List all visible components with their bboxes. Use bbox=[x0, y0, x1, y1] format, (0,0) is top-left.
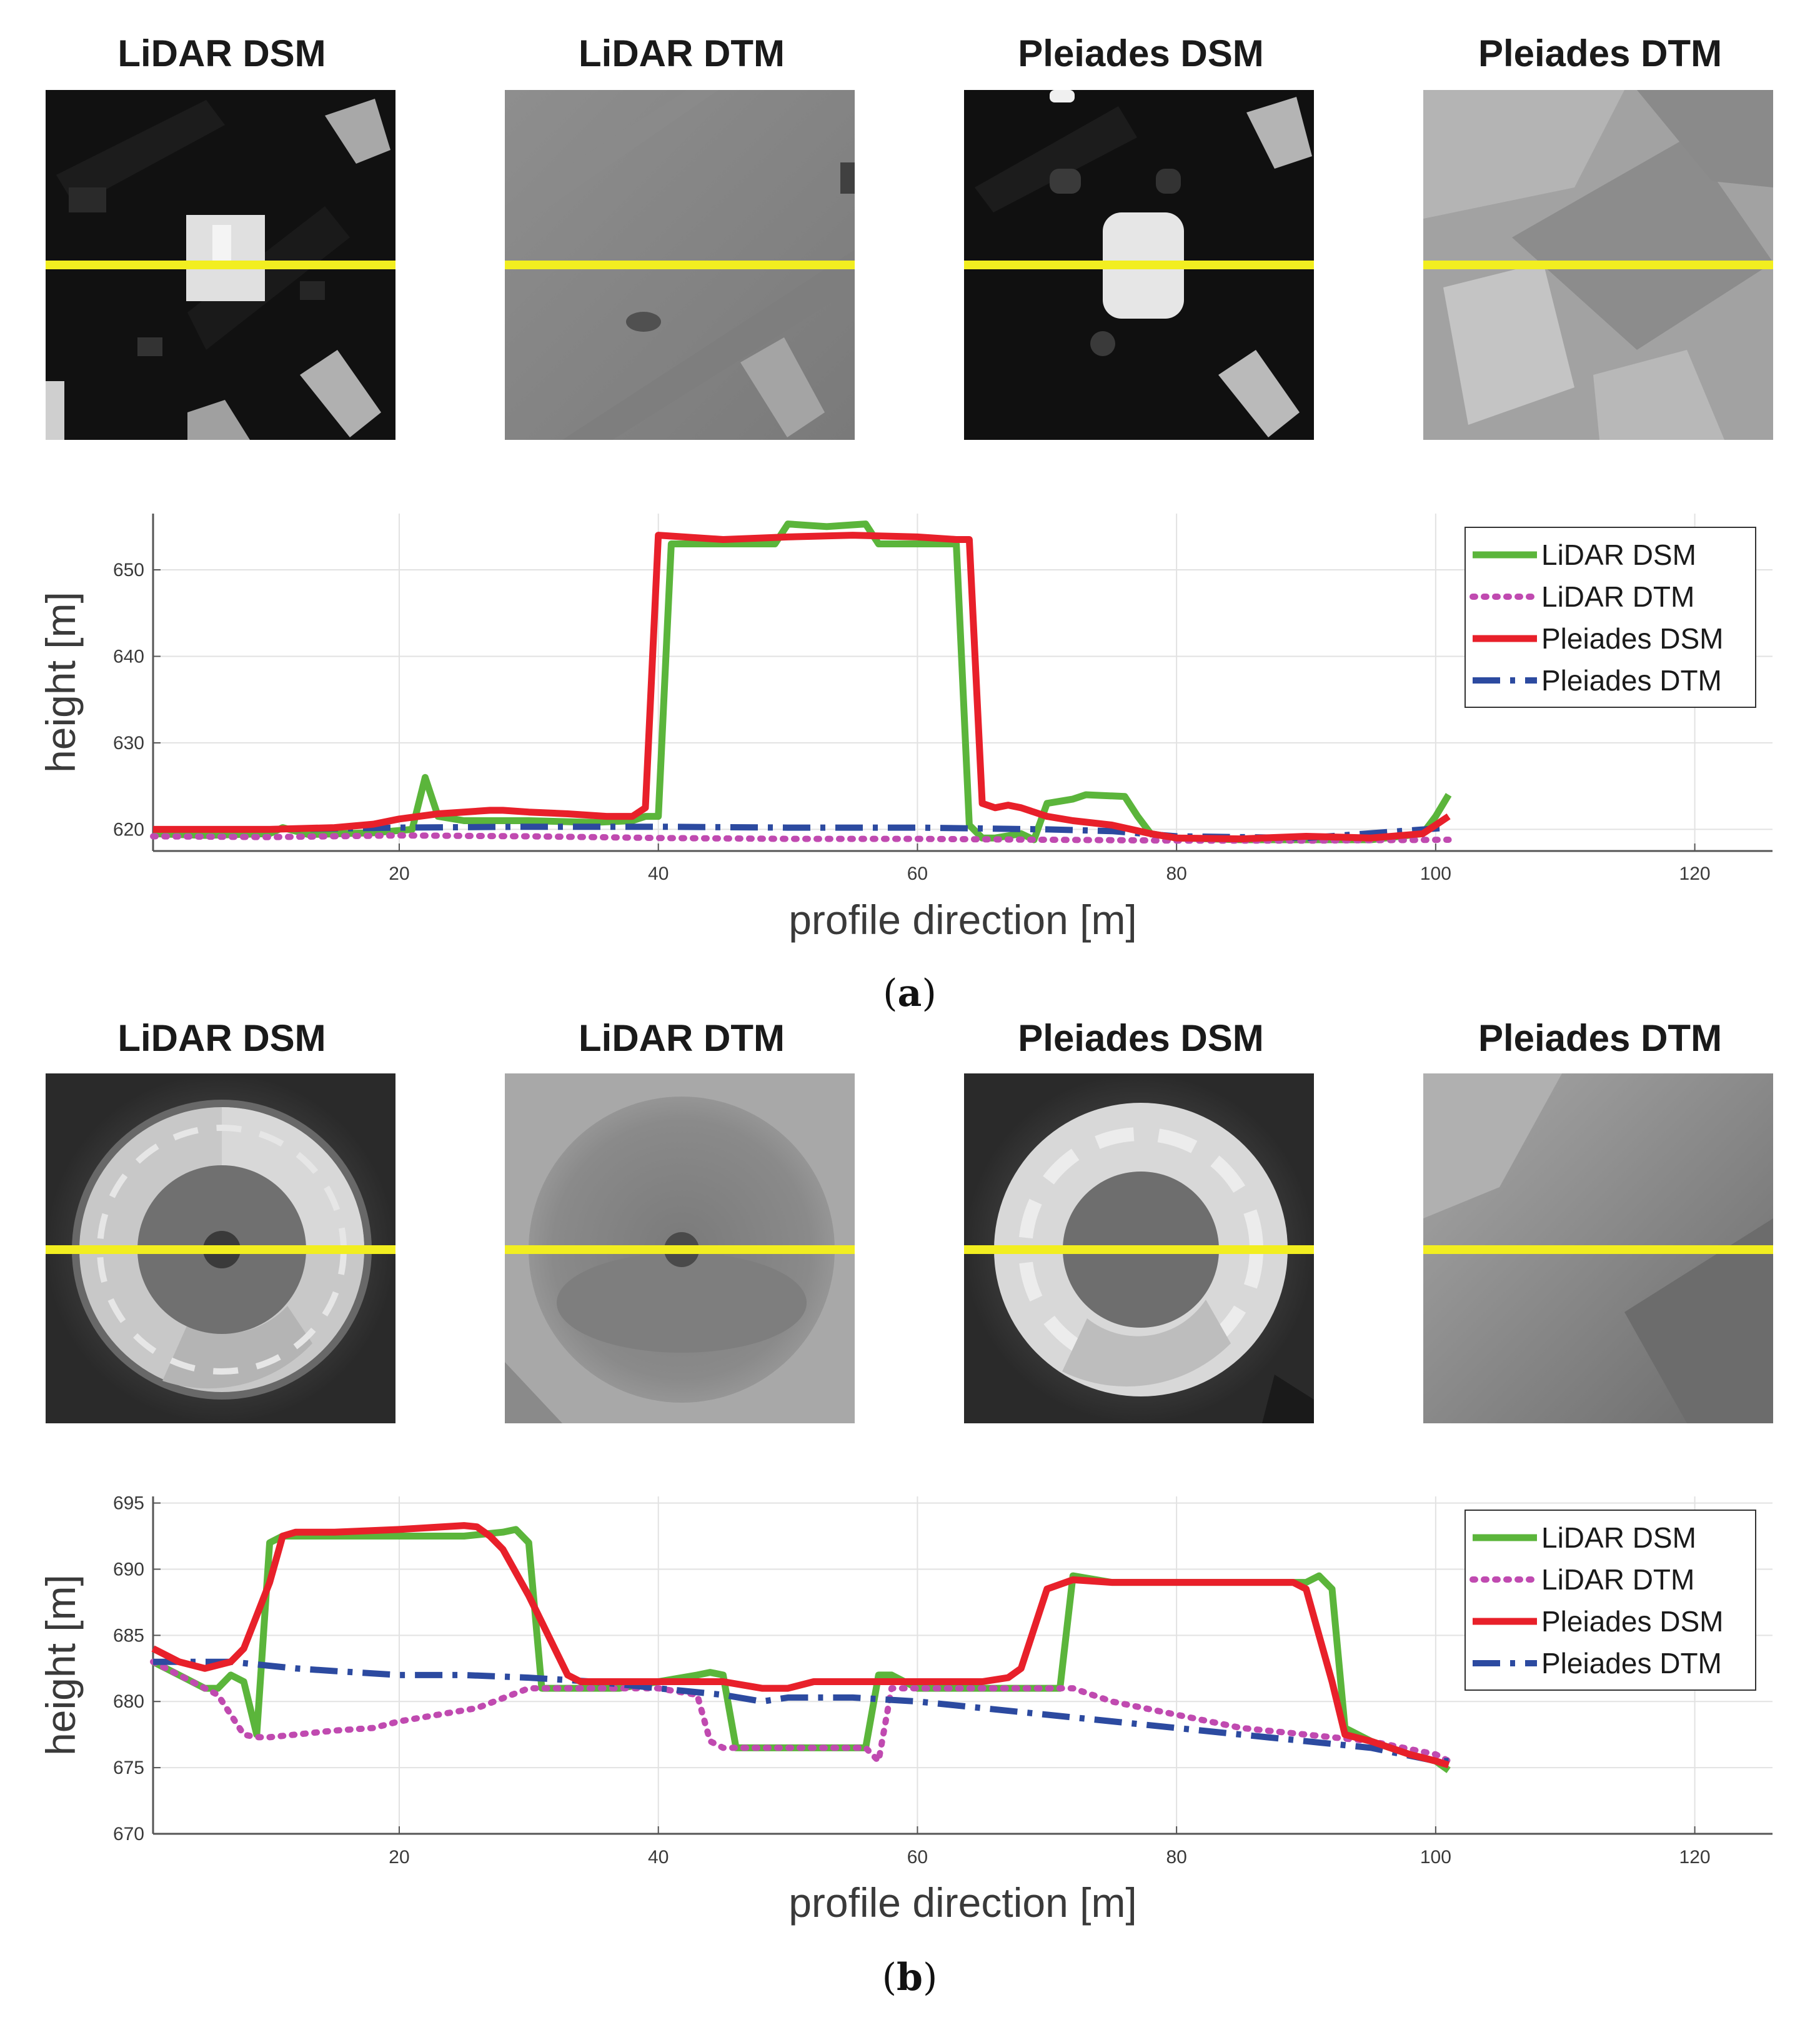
image-title-pleiades-dtm-b: Pleiades DTM bbox=[1478, 1017, 1722, 1059]
y-axis-label: height [m] bbox=[37, 1575, 84, 1756]
caption-a: (a) bbox=[883, 972, 937, 1015]
y-tick-label: 650 bbox=[113, 560, 144, 580]
series-line-pleiades-dtm bbox=[153, 1658, 1449, 1764]
y-axis-label: height [m] bbox=[37, 592, 84, 773]
image-title-lidar-dtm-b: LiDAR DTM bbox=[579, 1017, 785, 1059]
legend-label-lidar-dtm: LiDAR DTM bbox=[1541, 1563, 1694, 1596]
legend-label-lidar-dsm: LiDAR DSM bbox=[1541, 1521, 1696, 1554]
image-title-lidar-dsm-b: LiDAR DSM bbox=[117, 1017, 326, 1059]
x-tick-label: 60 bbox=[907, 863, 928, 884]
caption-b: (b) bbox=[882, 1956, 938, 1999]
image-title-pleiades-dsm-a: Pleiades DSM bbox=[1018, 32, 1264, 74]
y-tick-label: 640 bbox=[113, 646, 144, 667]
x-tick-label: 120 bbox=[1679, 863, 1711, 884]
series-line-pleiades-dsm bbox=[151, 1522, 1450, 1769]
legend-label-pleiades-dsm: Pleiades DSM bbox=[1541, 1605, 1723, 1638]
panel-b-images: LiDAR DSM LiDAR DTM Pleiades DSM Pleiade… bbox=[46, 1017, 1773, 1423]
legend-label-lidar-dsm: LiDAR DSM bbox=[1541, 539, 1696, 571]
x-tick-label: 80 bbox=[1166, 1847, 1186, 1868]
y-tick-label: 680 bbox=[113, 1691, 144, 1712]
x-axis-label: profile direction [m] bbox=[788, 897, 1137, 943]
legend-label-pleiades-dtm: Pleiades DTM bbox=[1541, 664, 1722, 697]
chart-a: 20 40 60 80 100 120 620 630 640 650 profile direct… bbox=[37, 514, 1773, 943]
image-title-lidar-dtm-a: LiDAR DTM bbox=[579, 32, 785, 74]
y-tick-label: 690 bbox=[113, 1559, 144, 1580]
x-tick-label: 100 bbox=[1420, 1847, 1451, 1868]
image-title-pleiades-dtm-a: Pleiades DTM bbox=[1478, 32, 1722, 74]
x-tick-label: 60 bbox=[907, 1847, 928, 1868]
legend-label-pleiades-dsm: Pleiades DSM bbox=[1541, 622, 1723, 655]
series-line-pleiades-dsm bbox=[153, 532, 1451, 843]
y-tick-label: 685 bbox=[113, 1625, 144, 1646]
x-tick-label: 40 bbox=[648, 863, 669, 884]
y-tick-label: 675 bbox=[113, 1758, 144, 1778]
x-axis-label: profile direction [m] bbox=[788, 1879, 1137, 1926]
image-title-lidar-dsm-a: LiDAR DSM bbox=[117, 32, 326, 74]
y-tick-label: 630 bbox=[113, 733, 144, 754]
y-tick-label: 695 bbox=[113, 1493, 144, 1514]
legend-label-lidar-dtm: LiDAR DTM bbox=[1541, 580, 1694, 613]
panel-a-images: LiDAR DSM LiDAR DTM Pleiades DSM Pleiade… bbox=[46, 32, 1773, 440]
x-tick-label: 80 bbox=[1166, 863, 1186, 884]
y-tick-label: 670 bbox=[113, 1824, 144, 1844]
x-tick-label: 40 bbox=[648, 1847, 669, 1868]
series-line-pleiades-dtm bbox=[153, 823, 1449, 842]
y-tick-label: 620 bbox=[113, 819, 144, 840]
x-tick-label: 20 bbox=[389, 1847, 409, 1868]
image-title-pleiades-dsm-b: Pleiades DSM bbox=[1018, 1017, 1264, 1059]
series-line-lidar-dtm bbox=[150, 1658, 1452, 1764]
legend-label-pleiades-dtm: Pleiades DTM bbox=[1541, 1647, 1722, 1679]
x-tick-label: 100 bbox=[1420, 863, 1451, 884]
series-line-lidar-dsm bbox=[152, 520, 1452, 843]
x-tick-label: 120 bbox=[1679, 1847, 1711, 1868]
chart-b: 20 40 60 80 100 120 670 675 680 685 690 695 profile … bbox=[37, 1493, 1773, 1926]
x-tick-label: 20 bbox=[389, 863, 409, 884]
